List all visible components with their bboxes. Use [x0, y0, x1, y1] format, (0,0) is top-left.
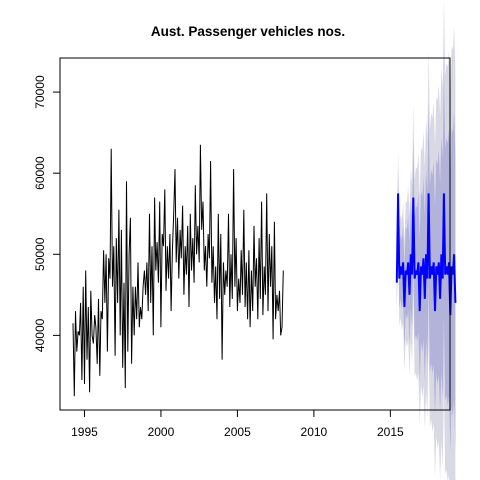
y-tick-label: 40000: [33, 318, 47, 352]
x-tick-label: 2000: [148, 425, 175, 439]
x-tick-label: 2010: [301, 425, 328, 439]
forecast-series-line: [395, 193, 457, 316]
prediction-intervals: [396, 0, 456, 480]
x-axis: 1995 2000 2005 2010 2015: [71, 409, 404, 439]
y-tick-label: 60000: [33, 156, 47, 190]
history-series-line: [72, 144, 284, 397]
y-axis: 40000 50000 60000 70000: [33, 75, 61, 352]
y-tick-label: 50000: [33, 237, 47, 271]
x-tick-label: 1995: [71, 425, 98, 439]
y-tick-label: 70000: [33, 75, 47, 109]
x-tick-label: 2005: [224, 425, 251, 439]
chart-title: Aust. Passenger vehicles nos.: [151, 24, 345, 39]
x-tick-label: 2015: [377, 425, 404, 439]
